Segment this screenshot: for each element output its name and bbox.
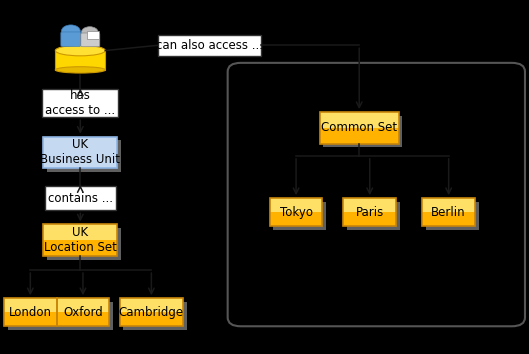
- Circle shape: [81, 27, 98, 38]
- Text: Oxford: Oxford: [63, 306, 103, 319]
- FancyBboxPatch shape: [4, 312, 57, 326]
- FancyBboxPatch shape: [43, 137, 117, 168]
- FancyBboxPatch shape: [426, 201, 479, 230]
- FancyBboxPatch shape: [56, 51, 105, 70]
- FancyBboxPatch shape: [347, 201, 400, 230]
- Text: Cambridge: Cambridge: [119, 306, 184, 319]
- FancyBboxPatch shape: [422, 198, 475, 212]
- FancyBboxPatch shape: [343, 198, 396, 212]
- Circle shape: [61, 25, 80, 38]
- FancyBboxPatch shape: [4, 298, 57, 312]
- FancyBboxPatch shape: [320, 112, 399, 128]
- FancyBboxPatch shape: [60, 302, 113, 330]
- FancyBboxPatch shape: [42, 89, 118, 117]
- FancyBboxPatch shape: [320, 128, 399, 144]
- FancyBboxPatch shape: [47, 140, 121, 172]
- Text: London: London: [9, 306, 52, 319]
- FancyBboxPatch shape: [57, 312, 110, 326]
- Text: Berlin: Berlin: [431, 206, 466, 219]
- FancyBboxPatch shape: [422, 212, 475, 226]
- FancyBboxPatch shape: [270, 198, 322, 212]
- FancyBboxPatch shape: [47, 228, 121, 259]
- FancyBboxPatch shape: [123, 302, 187, 330]
- Text: UK
Location Set: UK Location Set: [44, 226, 117, 254]
- Text: contains ...: contains ...: [48, 192, 113, 205]
- FancyBboxPatch shape: [43, 240, 117, 256]
- FancyBboxPatch shape: [57, 298, 110, 312]
- FancyBboxPatch shape: [323, 115, 403, 147]
- Ellipse shape: [56, 45, 105, 56]
- Ellipse shape: [56, 67, 105, 73]
- Text: can also access ...: can also access ...: [156, 39, 263, 52]
- Text: has
access to ...: has access to ...: [45, 89, 115, 117]
- FancyBboxPatch shape: [45, 186, 116, 210]
- FancyBboxPatch shape: [81, 33, 100, 47]
- FancyBboxPatch shape: [273, 201, 326, 230]
- Text: Common Set: Common Set: [321, 121, 397, 134]
- Text: UK
Business Unit: UK Business Unit: [40, 138, 120, 166]
- FancyBboxPatch shape: [158, 35, 261, 56]
- FancyBboxPatch shape: [8, 302, 60, 330]
- FancyBboxPatch shape: [61, 32, 81, 46]
- Text: Tokyo: Tokyo: [279, 206, 313, 219]
- FancyBboxPatch shape: [120, 312, 183, 326]
- FancyBboxPatch shape: [43, 224, 117, 240]
- FancyBboxPatch shape: [120, 298, 183, 312]
- Text: Paris: Paris: [355, 206, 384, 219]
- FancyBboxPatch shape: [343, 212, 396, 226]
- FancyBboxPatch shape: [270, 212, 322, 226]
- FancyBboxPatch shape: [87, 30, 99, 39]
